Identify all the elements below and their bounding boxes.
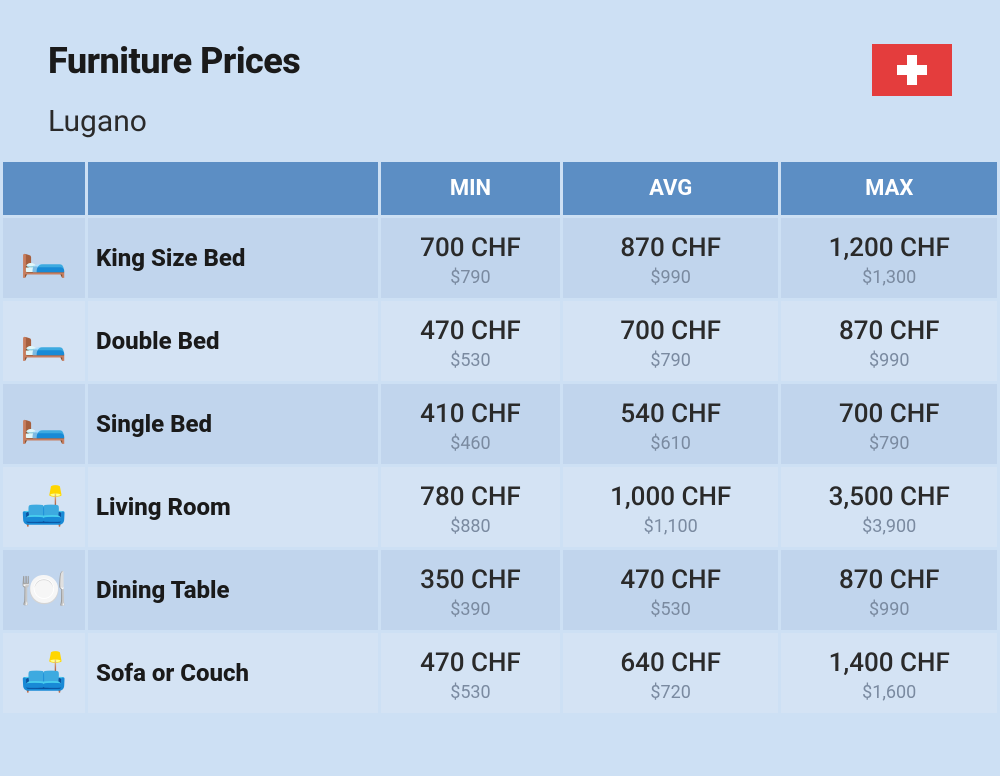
page-subtitle: Lugano — [48, 104, 300, 139]
col-header-icon — [3, 162, 85, 215]
header: Furniture Prices Lugano — [0, 0, 1000, 159]
page-title: Furniture Prices — [48, 40, 300, 82]
price-max-usd: $1,600 — [781, 682, 997, 703]
price-max: 1,400 CHF $1,600 — [781, 633, 997, 713]
price-avg: 870 CHF $990 — [563, 218, 779, 298]
price-min-usd: $390 — [381, 599, 560, 620]
price-avg-chf: 470 CHF — [563, 565, 779, 595]
price-avg-chf: 540 CHF — [563, 399, 779, 429]
price-max: 700 CHF $790 — [781, 384, 997, 464]
price-min-chf: 410 CHF — [381, 399, 560, 429]
price-avg: 700 CHF $790 — [563, 301, 779, 381]
price-avg: 540 CHF $610 — [563, 384, 779, 464]
price-min-usd: $460 — [381, 433, 560, 454]
table-row: 🛏️King Size Bed700 CHF $790870 CHF $9901,2… — [3, 218, 997, 298]
furniture-icon: 🛏️ — [3, 218, 85, 298]
table-row: 🍽️Dining Table350 CHF $390470 CHF $530870 … — [3, 550, 997, 630]
furniture-icon: 🛋️ — [3, 467, 85, 547]
col-header-min: MIN — [381, 162, 560, 215]
furniture-name: King Size Bed — [88, 218, 378, 298]
price-avg: 470 CHF $530 — [563, 550, 779, 630]
price-max-usd: $790 — [781, 433, 997, 454]
price-max-chf: 700 CHF — [781, 399, 997, 429]
price-avg-chf: 1,000 CHF — [563, 482, 779, 512]
price-max-usd: $3,900 — [781, 516, 997, 537]
furniture-name: Living Room — [88, 467, 378, 547]
furniture-icon: 🛏️ — [3, 301, 85, 381]
furniture-name: Single Bed — [88, 384, 378, 464]
price-max: 1,200 CHF $1,300 — [781, 218, 997, 298]
price-avg: 1,000 CHF $1,100 — [563, 467, 779, 547]
prices-table: MIN AVG MAX 🛏️King Size Bed700 CHF$79087… — [0, 159, 1000, 716]
price-max: 870 CHF $990 — [781, 301, 997, 381]
col-header-avg: AVG — [563, 162, 779, 215]
furniture-icon: 🛏️ — [3, 384, 85, 464]
furniture-icon: 🛋️ — [3, 633, 85, 713]
price-max-usd: $990 — [781, 350, 997, 371]
price-avg-chf: 640 CHF — [563, 648, 779, 678]
swiss-flag-icon — [872, 44, 952, 96]
price-max-chf: 1,400 CHF — [781, 648, 997, 678]
price-min-usd: $530 — [381, 682, 560, 703]
price-avg-usd: $990 — [563, 267, 779, 288]
price-min: 350 CHF $390 — [381, 550, 560, 630]
price-avg-usd: $530 — [563, 599, 779, 620]
furniture-name: Sofa or Couch — [88, 633, 378, 713]
price-avg-chf: 700 CHF — [563, 316, 779, 346]
price-max-chf: 870 CHF — [781, 316, 997, 346]
furniture-icon: 🍽️ — [3, 550, 85, 630]
price-min-chf: 780 CHF — [381, 482, 560, 512]
price-avg: 640 CHF $720 — [563, 633, 779, 713]
price-max: 3,500 CHF $3,900 — [781, 467, 997, 547]
price-max: 870 CHF $990 — [781, 550, 997, 630]
price-max-chf: 1,200 CHF — [781, 233, 997, 263]
price-max-usd: $1,300 — [781, 267, 997, 288]
price-avg-usd: $790 — [563, 350, 779, 371]
price-min-chf: 700 CHF — [381, 233, 560, 263]
table-row: 🛏️Single Bed410 CHF $460540 CHF $610700 CH… — [3, 384, 997, 464]
furniture-name: Dining Table — [88, 550, 378, 630]
price-avg-chf: 870 CHF — [563, 233, 779, 263]
price-max-chf: 870 CHF — [781, 565, 997, 595]
price-min: 780 CHF $880 — [381, 467, 560, 547]
price-min-usd: $790 — [381, 267, 560, 288]
price-max-chf: 3,500 CHF — [781, 482, 997, 512]
price-avg-usd: $720 — [563, 682, 779, 703]
price-min: 470 CHF $530 — [381, 633, 560, 713]
price-avg-usd: $610 — [563, 433, 779, 454]
table-row: 🛋️Living Room780 CHF $8801,000 CHF $1,1003… — [3, 467, 997, 547]
price-min-usd: $530 — [381, 350, 560, 371]
table-header-row: MIN AVG MAX — [3, 162, 997, 215]
col-header-max: MAX — [781, 162, 997, 215]
price-min-usd: $880 — [381, 516, 560, 537]
price-avg-usd: $1,100 — [563, 516, 779, 537]
price-min-chf: 470 CHF — [381, 316, 560, 346]
price-min-chf: 470 CHF — [381, 648, 560, 678]
price-min: 700 CHF $790 — [381, 218, 560, 298]
table-row: 🛏️Double Bed470 CHF $530700 CHF $790870 CH… — [3, 301, 997, 381]
table-row: 🛋️Sofa or Couch470 CHF $530640 CHF $7201,4… — [3, 633, 997, 713]
price-min-chf: 350 CHF — [381, 565, 560, 595]
price-min: 410 CHF $460 — [381, 384, 560, 464]
price-min: 470 CHF $530 — [381, 301, 560, 381]
furniture-name: Double Bed — [88, 301, 378, 381]
price-max-usd: $990 — [781, 599, 997, 620]
col-header-name — [88, 162, 378, 215]
titles: Furniture Prices Lugano — [48, 40, 300, 139]
